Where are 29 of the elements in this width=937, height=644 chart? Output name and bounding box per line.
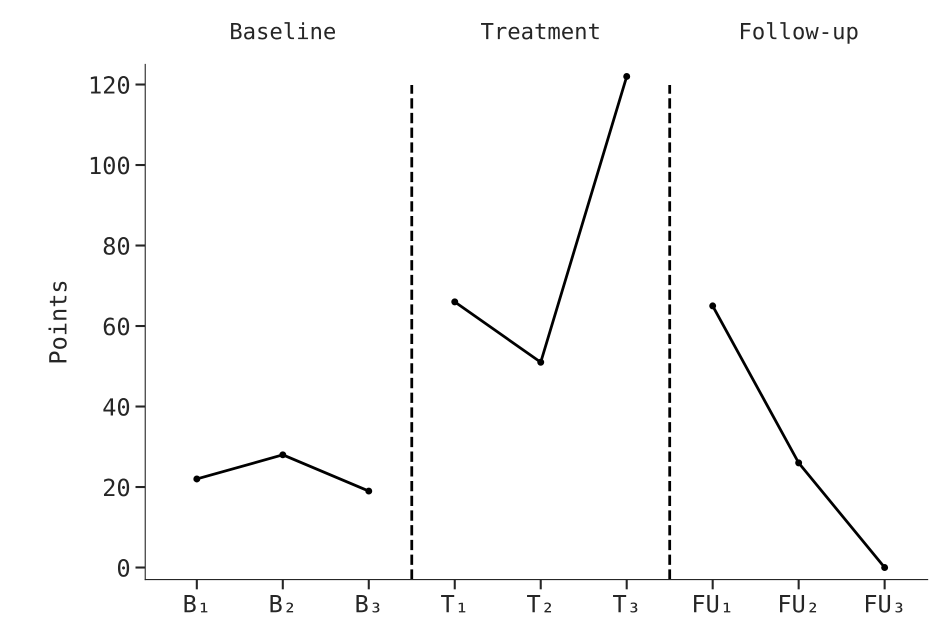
text: Follow-up [740, 22, 858, 44]
text: Baseline [231, 22, 336, 40]
y-tick-label: 80 [104, 237, 130, 255]
x-tick-label: T₂ [527, 595, 552, 612]
point [623, 73, 630, 80]
y-tick-label: 100 [90, 156, 130, 174]
point [795, 459, 802, 466]
x-tick-label: B₁ [184, 595, 208, 612]
x-tick-label: FU₁ [694, 595, 730, 613]
point [537, 358, 544, 366]
point [365, 488, 372, 495]
text: Treatment [481, 22, 599, 40]
y-tick-label: 120 [90, 76, 130, 94]
y-tick-label: 20 [104, 478, 130, 496]
y-tick-label: 60 [104, 318, 130, 336]
point [279, 451, 286, 458]
point [709, 302, 716, 310]
y-tick-label: 0 [118, 559, 130, 577]
point [193, 476, 200, 482]
point [881, 564, 888, 571]
x-tick-label: T₃ [613, 595, 638, 613]
x-tick-label: FU₃ [866, 595, 902, 613]
x-tick-label: FU₂ [780, 595, 816, 613]
y-tick-label: 40 [103, 398, 130, 416]
y-axis-title: Points [48, 282, 67, 362]
x-tick-label: B₃ [356, 595, 380, 613]
x-tick-label: T₁ [441, 595, 466, 612]
point [451, 298, 458, 306]
x-tick-label: B₂ [270, 595, 294, 612]
